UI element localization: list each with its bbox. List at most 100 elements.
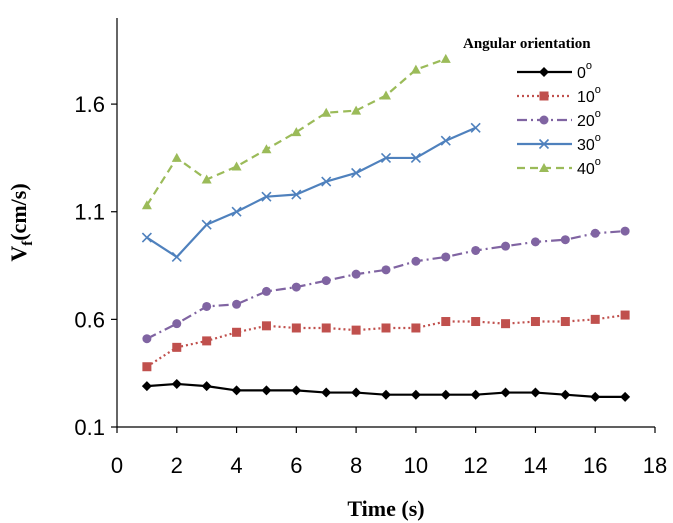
- legend-label: 40o: [577, 156, 601, 178]
- data-point-circle: [261, 286, 271, 296]
- data-point-diamond: [171, 378, 182, 389]
- y-tick-label: 1.6: [74, 92, 105, 117]
- legend-label: 10o: [577, 84, 601, 106]
- legend-degree-symbol: o: [595, 108, 601, 120]
- data-point-x: [321, 176, 332, 187]
- data-point-square: [620, 310, 630, 320]
- data-point-square: [471, 317, 481, 327]
- x-axis-ticks: 0 2 4 6 8 10 12 14 16 18: [111, 427, 667, 478]
- y-axis-title-symbol: V: [6, 246, 31, 262]
- legend-entry-10-degrees: 10o: [517, 84, 601, 106]
- data-point-circle: [530, 237, 540, 247]
- data-point-x-stroke: [171, 251, 182, 263]
- legend-degree-symbol: o: [595, 84, 601, 96]
- series-20-degrees: [142, 226, 630, 344]
- data-point-triangle: [440, 53, 451, 63]
- data-point-triangle: [171, 152, 182, 162]
- data-point-square: [539, 91, 549, 101]
- data-point-diamond: [620, 391, 631, 402]
- data-point-triangle: [261, 144, 272, 154]
- data-point-circle: [411, 256, 421, 266]
- data-point-square: [261, 321, 271, 331]
- x-tick-label: 2: [171, 453, 183, 478]
- x-tick-label: 18: [643, 453, 667, 478]
- data-point-triangle: [201, 174, 212, 184]
- data-point-diamond: [231, 385, 242, 396]
- data-point-square: [381, 323, 391, 333]
- data-point-square: [291, 323, 301, 333]
- data-point-x-stroke: [291, 189, 302, 200]
- y-axis-title-subscript: f: [20, 240, 36, 246]
- x-tick-label: 8: [350, 453, 362, 478]
- data-point-x: [470, 122, 481, 133]
- data-point-square: [411, 323, 421, 333]
- data-point-circle: [471, 245, 481, 255]
- data-point-circle: [539, 115, 549, 125]
- plot-area: [116, 18, 655, 428]
- data-point-x-stroke: [201, 219, 212, 230]
- x-tick-label: 12: [463, 453, 487, 478]
- data-point-x: [538, 138, 550, 150]
- data-point-triangle: [410, 64, 421, 74]
- x-tick-label: 10: [404, 453, 428, 478]
- data-point-x: [201, 219, 212, 230]
- data-point-square: [501, 319, 511, 329]
- y-axis-title: Vf(cm/s): [6, 183, 36, 261]
- data-point-x-stroke: [231, 206, 242, 217]
- data-point-diamond: [141, 381, 152, 392]
- data-point-triangle: [381, 90, 391, 100]
- data-point-circle: [291, 282, 301, 292]
- data-point-x: [231, 206, 242, 217]
- data-point-square: [441, 317, 451, 327]
- data-point-square: [351, 325, 361, 335]
- data-point-circle: [202, 301, 212, 311]
- legend-label: 30o: [577, 132, 601, 154]
- legend-degree-symbol: o: [595, 132, 601, 144]
- legend-degree-symbol: o: [586, 60, 592, 72]
- data-point-x-stroke: [351, 167, 362, 179]
- series-40-degrees: [141, 53, 451, 210]
- data-point-diamond: [560, 389, 571, 400]
- x-tick-label: 6: [290, 453, 302, 478]
- data-point-diamond: [321, 387, 332, 398]
- data-point-diamond: [590, 391, 601, 402]
- series-layer: [141, 53, 631, 402]
- data-point-x: [440, 135, 451, 146]
- data-point-triangle: [351, 105, 362, 115]
- data-point-diamond: [440, 389, 451, 400]
- data-point-diamond: [539, 67, 549, 77]
- series-line: [146, 313, 626, 368]
- data-point-x: [141, 232, 152, 243]
- data-point-square: [530, 317, 540, 327]
- data-point-diamond: [470, 389, 481, 400]
- x-tick-label: 14: [523, 453, 547, 478]
- data-point-square: [172, 342, 182, 352]
- legend-entry-0-degrees: 0o: [517, 60, 592, 82]
- legend-entry-30-degrees: 30o: [517, 132, 601, 154]
- series-line: [145, 57, 447, 206]
- data-point-x: [351, 167, 362, 179]
- data-point-circle: [351, 269, 361, 279]
- data-point-triangle: [231, 161, 242, 171]
- legend-entry-40-degrees: 40o: [517, 156, 601, 178]
- y-axis-ticks: 0.1 0.6 1.1 1.6: [74, 92, 117, 440]
- data-point-triangle: [539, 163, 549, 172]
- data-point-square: [590, 314, 600, 324]
- data-point-x-stroke: [440, 135, 451, 146]
- data-point-circle: [560, 235, 570, 245]
- data-point-x: [410, 152, 421, 163]
- data-point-diamond: [261, 385, 272, 396]
- legend-title: Angular orientation: [463, 36, 591, 52]
- data-point-x-stroke: [380, 152, 392, 163]
- y-tick-label: 0.1: [74, 415, 105, 440]
- series-10-degrees: [142, 310, 630, 372]
- data-point-circle: [381, 265, 391, 275]
- data-point-triangle: [321, 107, 332, 117]
- data-point-circle: [590, 228, 600, 238]
- data-point-square: [232, 327, 242, 337]
- data-point-x: [380, 152, 392, 163]
- series-0-degrees: [141, 378, 631, 402]
- data-point-circle: [232, 299, 242, 309]
- data-point-x-stroke: [538, 138, 550, 150]
